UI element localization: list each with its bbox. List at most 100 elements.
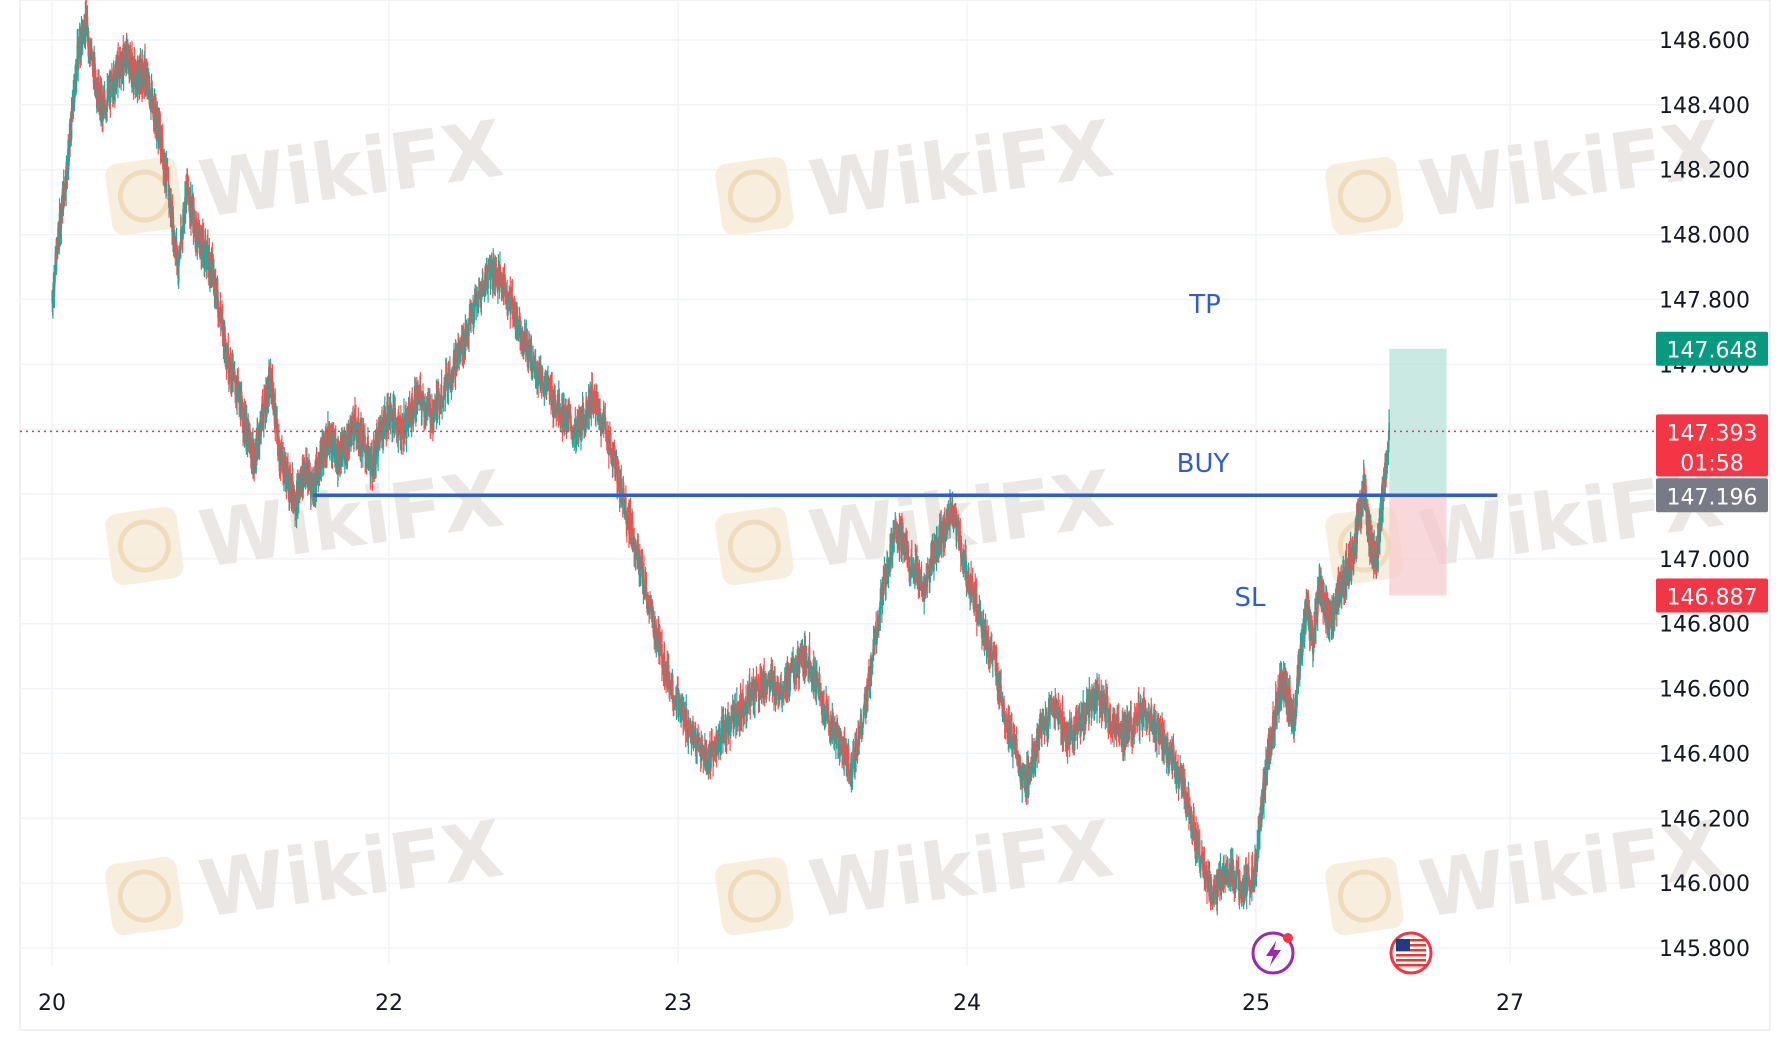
candle-body [129, 57, 131, 69]
candle-body [696, 743, 698, 751]
candle-body [1021, 771, 1024, 787]
candle-body [503, 275, 505, 297]
candle-body [1047, 711, 1050, 726]
candle-body [278, 446, 280, 461]
candle-body [429, 402, 432, 424]
watermark-logo-box [715, 506, 794, 586]
candle-body [187, 177, 190, 193]
candle-body [819, 684, 821, 692]
candle-body [487, 266, 489, 289]
candle-body [931, 556, 933, 575]
candle-body [575, 431, 578, 448]
watermark-logo-box [1325, 156, 1404, 236]
candle-body [808, 647, 811, 668]
candle-body [441, 406, 443, 408]
watermark-logo-box [105, 856, 184, 936]
candle-body [343, 441, 346, 460]
candle-body [497, 270, 500, 285]
candle-body [360, 446, 363, 453]
candle-body [157, 119, 160, 143]
candle-body [382, 421, 385, 436]
candle-body [851, 772, 854, 780]
candle-body [813, 672, 816, 688]
candle-body [763, 673, 765, 686]
candle-body [623, 488, 625, 514]
candle-body [615, 460, 617, 473]
candle-body [849, 770, 852, 779]
candle-body [1060, 710, 1062, 730]
candle-body [386, 402, 389, 409]
candle-body [185, 176, 188, 203]
candle-body [630, 527, 632, 533]
candle-body [91, 52, 94, 54]
candle-body [968, 574, 970, 595]
candle-body [587, 405, 590, 418]
candle-body [827, 704, 829, 712]
candle-body [493, 277, 496, 283]
candle-body [882, 577, 885, 596]
candle-body [734, 704, 737, 713]
candle-body [149, 91, 151, 105]
candle-body [115, 71, 118, 88]
candle-body [614, 472, 617, 478]
candle-body [159, 124, 162, 148]
watermark-logo-ring [727, 169, 781, 223]
candle-body [634, 542, 637, 556]
candle-body [277, 443, 280, 452]
candle-body [774, 676, 776, 698]
candle-body [753, 680, 755, 706]
candle-body [1078, 713, 1081, 718]
candle-body [306, 461, 308, 476]
candle-body [391, 409, 393, 428]
candle-body [608, 435, 611, 456]
candle-body [709, 743, 711, 763]
candle-body [945, 518, 948, 540]
candle-body [600, 415, 602, 432]
candle-body [274, 403, 277, 428]
candle-body [176, 243, 178, 260]
candle-body [256, 430, 259, 460]
candle-body [1009, 721, 1012, 748]
candle-body [540, 368, 543, 383]
candle-body [741, 706, 743, 710]
take-profit-zone [1389, 348, 1447, 496]
candle-body [628, 505, 630, 535]
candle-body [322, 438, 325, 461]
candle-body [320, 455, 323, 470]
candle-body [1065, 727, 1068, 745]
candle-body [992, 657, 994, 662]
candle-body [637, 544, 640, 567]
candle-body [971, 578, 974, 587]
candle-body [86, 24, 88, 32]
candle-body [338, 449, 341, 455]
candle-body [778, 690, 781, 699]
candle-body [436, 393, 439, 410]
candle-body [316, 465, 319, 471]
candle-body [874, 631, 876, 643]
candle-body [678, 692, 680, 696]
candle-body [1036, 738, 1038, 758]
candle-body [65, 165, 68, 174]
candle-body [325, 435, 327, 458]
stop-loss-zone [1389, 495, 1447, 596]
wikifx-logo-icon [715, 156, 794, 236]
candle-body [565, 405, 567, 423]
candle-body [234, 372, 236, 383]
candle-body [1044, 721, 1046, 732]
candle-body [558, 393, 561, 419]
candle-body [868, 676, 871, 686]
candle-body [473, 298, 476, 311]
candle-body [165, 162, 168, 174]
candle-body [610, 453, 613, 459]
candle-body [541, 375, 544, 390]
candle-body [966, 575, 968, 581]
candle-body [672, 680, 674, 698]
candle-body [900, 527, 903, 552]
candle-body [728, 726, 730, 734]
candle-body [1028, 767, 1030, 788]
candle-body [802, 651, 804, 670]
candle-body [137, 79, 140, 85]
candle-body [284, 455, 286, 470]
candle-body [729, 729, 732, 737]
